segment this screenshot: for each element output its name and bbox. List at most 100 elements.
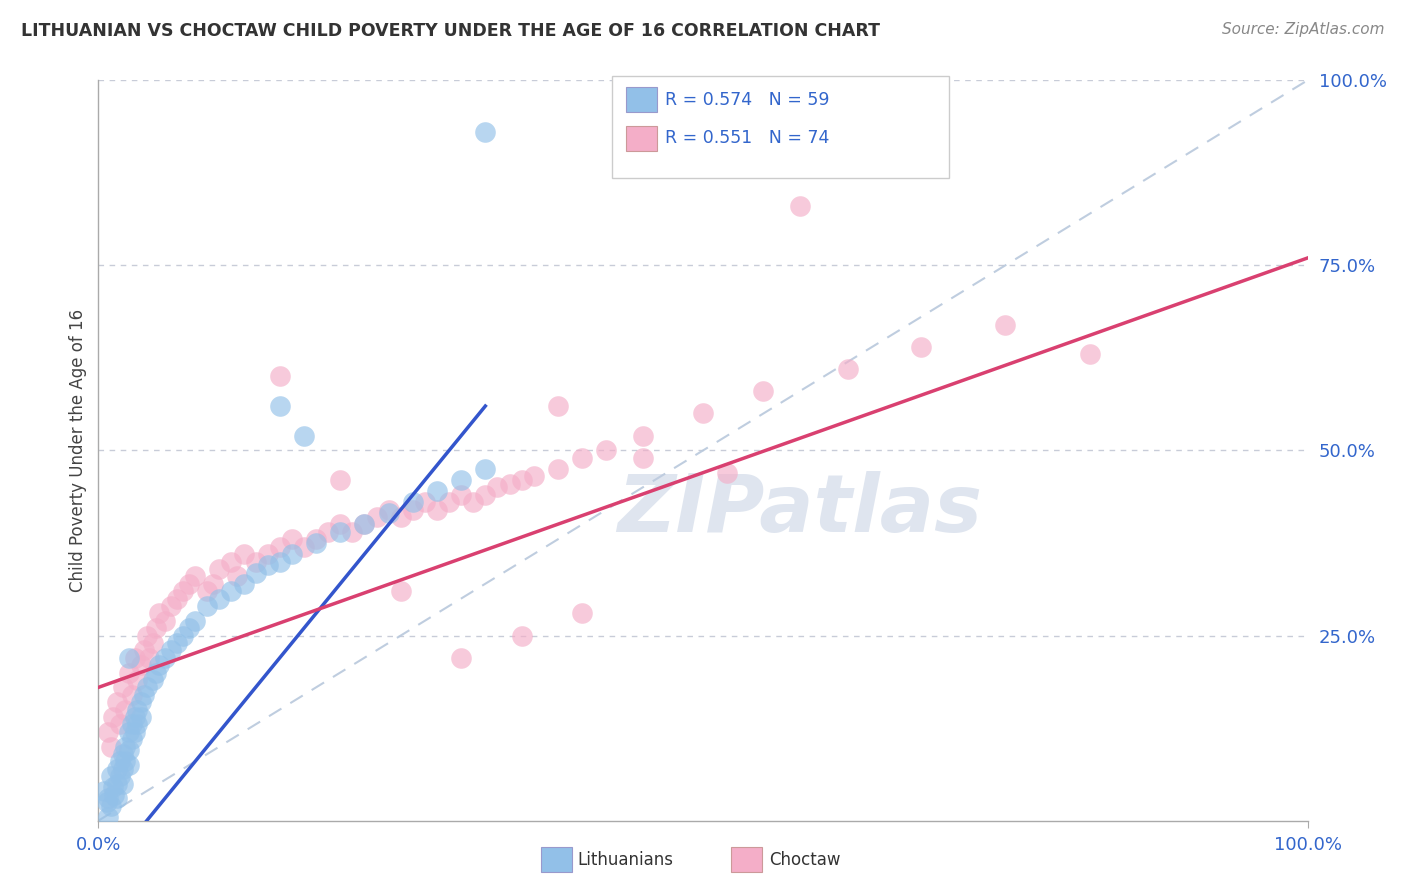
Point <box>202 576 225 591</box>
Point <box>184 614 207 628</box>
Point <box>269 555 291 569</box>
Point <box>450 473 472 487</box>
Point <box>105 776 128 791</box>
Point <box>105 762 128 776</box>
Point <box>108 755 131 769</box>
Point <box>789 199 811 213</box>
Point <box>692 407 714 421</box>
Point <box>96 795 118 809</box>
Point <box>111 747 134 761</box>
Point <box>121 688 143 702</box>
Point <box>281 547 304 561</box>
Point <box>256 558 278 573</box>
Point <box>510 628 533 642</box>
Point <box>208 591 231 606</box>
Point <box>108 717 131 731</box>
Point <box>142 636 165 650</box>
Point <box>160 643 183 657</box>
Point <box>245 566 267 580</box>
Point <box>269 540 291 554</box>
Point <box>145 665 167 680</box>
Point <box>114 703 136 717</box>
Point <box>994 318 1017 332</box>
Point <box>377 507 399 521</box>
Point <box>389 584 412 599</box>
Point <box>498 476 520 491</box>
Point <box>837 362 859 376</box>
Point <box>221 555 243 569</box>
Point <box>135 628 157 642</box>
Point <box>353 517 375 532</box>
Point <box>245 555 267 569</box>
Point <box>129 695 152 709</box>
Point <box>232 547 254 561</box>
Point <box>595 443 617 458</box>
Point <box>121 717 143 731</box>
Text: Source: ZipAtlas.com: Source: ZipAtlas.com <box>1222 22 1385 37</box>
Point <box>208 562 231 576</box>
Point <box>179 621 201 635</box>
Point <box>426 502 449 516</box>
Point <box>474 125 496 139</box>
Text: R = 0.574   N = 59: R = 0.574 N = 59 <box>665 91 830 109</box>
Point <box>402 495 425 509</box>
Point <box>329 524 352 539</box>
Point <box>160 599 183 613</box>
Point <box>631 428 654 442</box>
Point <box>366 510 388 524</box>
Point <box>166 591 188 606</box>
Point <box>547 462 569 476</box>
Point <box>292 540 315 554</box>
Point <box>129 658 152 673</box>
Point <box>135 681 157 695</box>
Point <box>148 607 170 621</box>
Point <box>100 739 122 754</box>
Point <box>510 473 533 487</box>
Point <box>184 569 207 583</box>
Point <box>716 466 738 480</box>
Point <box>148 658 170 673</box>
Point <box>118 665 141 680</box>
Point <box>118 743 141 757</box>
Point <box>153 614 176 628</box>
Point <box>269 399 291 413</box>
Point <box>389 510 412 524</box>
Point <box>118 758 141 772</box>
Point <box>153 650 176 665</box>
Point <box>105 695 128 709</box>
Point <box>353 517 375 532</box>
Point <box>474 488 496 502</box>
Point <box>118 724 141 739</box>
Point <box>329 517 352 532</box>
Text: ZIPatlas: ZIPatlas <box>617 471 983 549</box>
Point <box>281 533 304 547</box>
Point <box>450 650 472 665</box>
Point <box>752 384 775 399</box>
Point <box>631 450 654 465</box>
Point <box>111 762 134 776</box>
Point <box>105 791 128 805</box>
Point <box>195 584 218 599</box>
Point <box>329 473 352 487</box>
Text: R = 0.551   N = 74: R = 0.551 N = 74 <box>665 129 830 147</box>
Point <box>103 788 125 802</box>
Point <box>166 636 188 650</box>
Text: Lithuanians: Lithuanians <box>578 851 673 869</box>
Point <box>134 643 156 657</box>
Point <box>377 502 399 516</box>
Point <box>97 724 120 739</box>
Point <box>571 450 593 465</box>
Point <box>305 536 328 550</box>
Point <box>124 650 146 665</box>
Point <box>114 755 136 769</box>
Point <box>124 724 146 739</box>
Point <box>292 428 315 442</box>
Point <box>93 784 115 798</box>
Point <box>571 607 593 621</box>
Point <box>269 369 291 384</box>
Point <box>127 673 149 687</box>
Point <box>111 776 134 791</box>
Point <box>523 469 546 483</box>
Point <box>232 576 254 591</box>
Point <box>179 576 201 591</box>
